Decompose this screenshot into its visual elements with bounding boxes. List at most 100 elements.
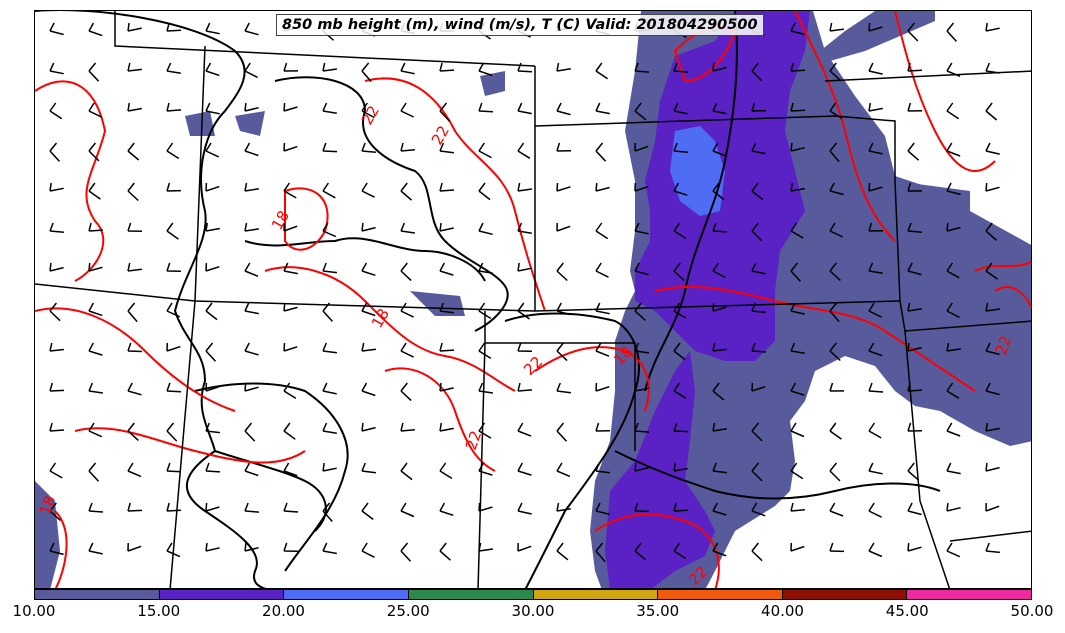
wind-barb — [49, 262, 64, 272]
wind-barb — [127, 262, 142, 272]
wind-barb — [868, 142, 883, 155]
wind-barb — [361, 142, 376, 153]
wind-barb — [244, 102, 259, 112]
wind-barb — [361, 302, 376, 317]
contour-label: 22 — [462, 428, 485, 452]
wind-barb — [88, 222, 104, 232]
wind-barb — [634, 62, 650, 73]
wind-barb — [166, 222, 179, 240]
wind-barb — [634, 422, 650, 433]
wind-barb — [595, 342, 610, 357]
wind-barb — [166, 22, 182, 32]
wind-barb — [439, 302, 454, 314]
wind-barb — [829, 22, 845, 32]
wind-barb — [88, 182, 101, 200]
wind-barb — [166, 262, 182, 273]
wind-barb — [868, 262, 883, 274]
wind-barb — [361, 382, 376, 397]
wind-barb — [283, 302, 298, 312]
wind-barb — [595, 262, 609, 278]
wind-barb — [517, 542, 532, 552]
wind-barb — [556, 102, 571, 116]
wind-barb — [127, 182, 139, 202]
wind-barb — [517, 102, 532, 115]
wind-barb — [868, 502, 882, 518]
wind-barb — [829, 262, 841, 281]
wind-barb — [49, 102, 63, 120]
wind-barb — [673, 542, 687, 560]
wind-barb — [751, 102, 767, 112]
wind-barb — [49, 222, 64, 233]
wind-barb — [556, 422, 568, 442]
wind-barb — [244, 22, 259, 36]
wind-barb — [595, 462, 610, 474]
wind-barb — [829, 222, 844, 238]
wind-barb — [244, 222, 259, 232]
wind-barb — [361, 102, 375, 119]
wind-barb — [712, 262, 726, 279]
wind-barb — [673, 62, 689, 73]
wind-barb — [439, 142, 454, 154]
wind-barb — [790, 342, 805, 354]
colorbar-tick-label: 30.00 — [511, 602, 555, 620]
wind-barb — [868, 182, 883, 192]
wind-barb — [166, 102, 182, 112]
wind-barb — [673, 182, 688, 196]
wind-barb — [205, 102, 220, 115]
contour-label: 18 — [368, 305, 393, 331]
wind-barb — [439, 422, 454, 432]
wind-barb — [595, 102, 610, 115]
wind-barb — [49, 502, 61, 521]
wind-barb — [478, 62, 493, 77]
wind-barb — [205, 542, 220, 552]
wind-barb — [946, 302, 960, 319]
wind-barb — [712, 542, 727, 557]
colorbar-tick-label: 50.00 — [1010, 602, 1054, 620]
wind-barb — [49, 382, 65, 392]
wind-barb — [985, 102, 998, 121]
wind-barb — [322, 102, 337, 114]
wind-barb — [985, 222, 997, 241]
wind-barb — [88, 342, 103, 356]
wind-barb — [790, 182, 805, 192]
wind-barb — [127, 302, 138, 323]
wind-barb — [127, 502, 143, 512]
wind-barb — [88, 542, 103, 555]
wind-barb — [127, 102, 142, 112]
wind-barb — [790, 102, 806, 112]
wind-barb — [868, 342, 883, 357]
wind-barb — [478, 342, 492, 360]
wind-barb — [205, 62, 220, 77]
wind-barb — [790, 222, 804, 239]
wind-barb — [946, 422, 961, 437]
wind-barb — [868, 222, 884, 232]
wind-barb — [517, 342, 533, 353]
wind-barb — [400, 542, 412, 562]
wind-barb — [205, 262, 220, 272]
wind-barb — [556, 342, 568, 362]
wind-barb — [868, 302, 882, 318]
wind-barb — [556, 182, 571, 192]
wind-barb — [322, 222, 337, 238]
wind-barb — [400, 382, 412, 402]
wind-barb — [907, 542, 922, 552]
wind-barb — [283, 262, 298, 275]
wind-barb — [283, 502, 299, 513]
wind-barb — [946, 542, 961, 558]
wind-barb — [712, 222, 728, 233]
wind-barb — [478, 542, 494, 552]
wind-barb — [400, 422, 415, 432]
wind-barb — [49, 422, 65, 432]
wind-barb — [946, 262, 960, 279]
wind-barb — [634, 502, 650, 513]
wind-barb — [985, 502, 1000, 512]
wind-barb — [88, 302, 103, 317]
wind-barb — [478, 302, 492, 320]
wind-barb — [751, 342, 767, 353]
wind-barb — [751, 302, 766, 314]
wind-barb — [361, 62, 372, 83]
colorbar-tick-label: 40.00 — [761, 602, 804, 620]
wind-barb — [946, 62, 961, 77]
wind-barb — [712, 182, 725, 201]
wind-barb — [166, 502, 182, 512]
